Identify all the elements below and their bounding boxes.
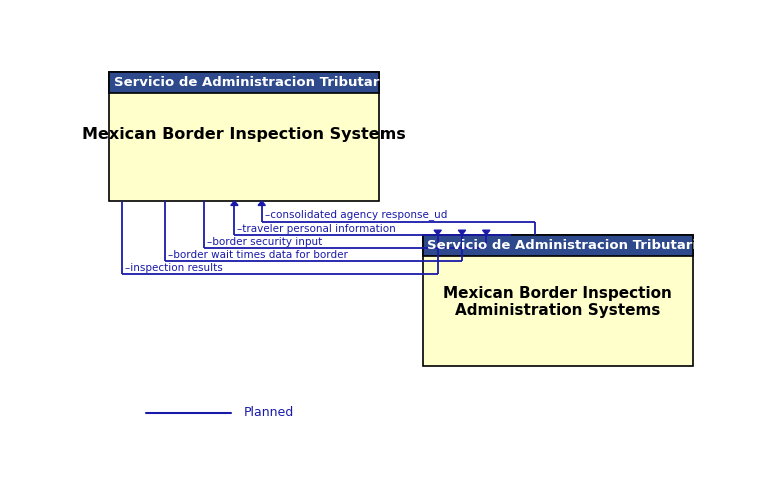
Polygon shape <box>482 230 490 235</box>
Text: Planned: Planned <box>244 406 294 419</box>
Text: Mexican Border Inspection
Administration Systems: Mexican Border Inspection Administration… <box>443 286 672 318</box>
Text: –consolidated agency response_ud: –consolidated agency response_ud <box>265 209 447 221</box>
Text: Servicio de Administracion Tributaria ...: Servicio de Administracion Tributaria ..… <box>428 239 727 252</box>
Polygon shape <box>434 230 442 235</box>
Polygon shape <box>231 201 238 206</box>
Polygon shape <box>458 230 466 235</box>
Bar <box>423 235 693 366</box>
Bar <box>109 72 379 201</box>
Bar <box>423 235 693 257</box>
Text: Servicio de Administracion Tributaria ...: Servicio de Administracion Tributaria ..… <box>114 76 413 89</box>
Text: –inspection results: –inspection results <box>125 263 223 273</box>
Text: Mexican Border Inspection Systems: Mexican Border Inspection Systems <box>82 127 406 142</box>
Text: –border wait times data for border: –border wait times data for border <box>168 250 348 260</box>
Text: –traveler personal information: –traveler personal information <box>237 224 396 234</box>
Bar <box>109 72 379 94</box>
Text: –border security input: –border security input <box>207 237 323 247</box>
Polygon shape <box>258 201 265 206</box>
